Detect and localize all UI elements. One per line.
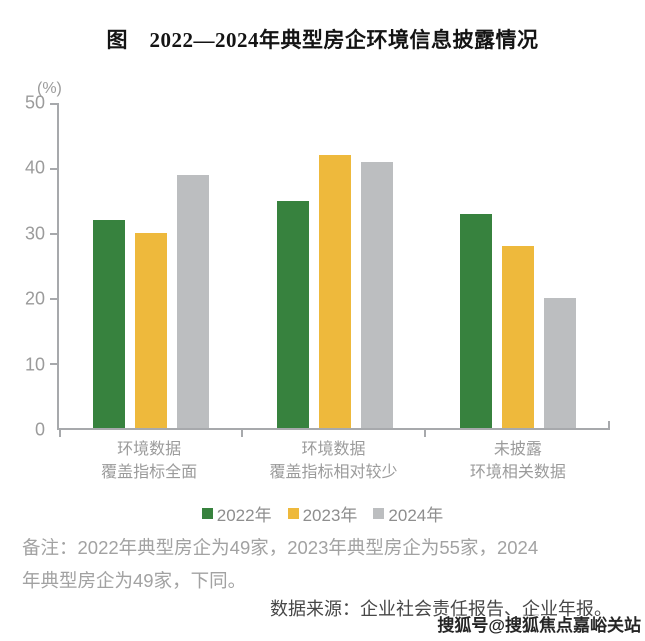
legend-swatch-2022年 <box>201 508 213 519</box>
x-category-label-2: 环境数据覆盖指标相对较少 <box>241 438 425 484</box>
bar-2024年-group1 <box>176 174 209 428</box>
x-category-label-line: 环境数据 <box>117 441 182 458</box>
x-category-label-1: 环境数据覆盖指标全面 <box>57 438 241 484</box>
y-tick-label-50: 50 <box>24 92 45 113</box>
bar-2023年-group1 <box>134 233 167 428</box>
x-category-label-line: 覆盖指标相对较少 <box>269 464 398 481</box>
y-tick-mark-10 <box>50 363 57 365</box>
bar-2024年-group3 <box>544 298 577 428</box>
legend-swatch-2023年 <box>287 508 299 519</box>
bar-groups <box>59 103 610 428</box>
x-category-label-line: 未披露 <box>493 441 542 458</box>
chart-title: 图 2022—2024年典型房企环境信息披露情况 <box>106 28 539 52</box>
legend-item-2022年: 2022年 <box>201 501 272 526</box>
y-tick-mark-50 <box>50 103 57 105</box>
x-axis-labels: 环境数据 覆盖指标全面 环境数据 覆盖指标相对较少 未披露 环境相关数据 <box>57 438 610 484</box>
bar-2022年-group2 <box>276 200 309 428</box>
legend-label-2024年: 2024年 <box>388 506 444 525</box>
legend-label-2023年: 2023年 <box>302 506 358 525</box>
y-tick-label-10: 10 <box>24 354 45 375</box>
watermark-text: 搜狐号@搜狐焦点嘉峪关站 <box>437 616 641 635</box>
note-line-2: 年典型房企为49家，下同。 <box>22 570 247 591</box>
legend-item-2024年: 2024年 <box>373 501 443 526</box>
note-line-1: 备注：2022年典型房企为49家，2023年典型房企为55家，2024 <box>22 537 539 558</box>
y-tick-label-0: 0 <box>34 419 45 440</box>
bar-group-3 <box>426 103 610 428</box>
bar-group-1 <box>59 103 243 428</box>
note-text: 备注：2022年典型房企为49家，2023年典型房企为55家，2024 年典型房… <box>22 531 627 597</box>
legend-item-2023年: 2023年 <box>287 501 358 526</box>
x-category-label-line: 环境数据 <box>301 441 366 458</box>
y-tick-mark-20 <box>50 298 57 300</box>
bar-2023年-group2 <box>318 155 351 428</box>
y-tick-label-20: 20 <box>24 288 45 309</box>
bar-2022年-group3 <box>460 213 493 428</box>
y-axis-labels: 0 10 20 30 40 50 <box>0 93 57 440</box>
legend-label-2022年: 2022年 <box>216 506 272 525</box>
legend-swatch-2024年 <box>373 508 385 519</box>
y-tick-label-40: 40 <box>24 157 45 178</box>
y-tick-mark-30 <box>50 233 57 235</box>
x-category-label-3: 未披露 环境相关数据 <box>426 438 610 484</box>
chart-legend: 2022年 2023年 2024年 <box>0 501 645 526</box>
x-category-label-line: 覆盖指标全面 <box>101 464 198 481</box>
x-category-label-line: 环境相关数据 <box>469 464 566 481</box>
data-source-text: 数据来源：企业社会责任报告、企业年报。 <box>270 599 612 619</box>
bar-group-2 <box>243 103 427 428</box>
x-tick-mark-1 <box>240 430 243 437</box>
bar-2022年-group1 <box>92 220 125 428</box>
x-tick-mark-2 <box>424 430 427 437</box>
y-tick-label-30: 30 <box>24 223 45 244</box>
bar-2023年-group3 <box>502 246 535 428</box>
x-tick-mark-0 <box>59 430 61 437</box>
y-tick-mark-40 <box>50 168 57 170</box>
y-axis-unit-label: (%) <box>37 80 62 97</box>
plot-area <box>50 103 610 437</box>
bar-2024年-group2 <box>360 161 393 428</box>
x-tick-mark-3 <box>608 421 610 428</box>
